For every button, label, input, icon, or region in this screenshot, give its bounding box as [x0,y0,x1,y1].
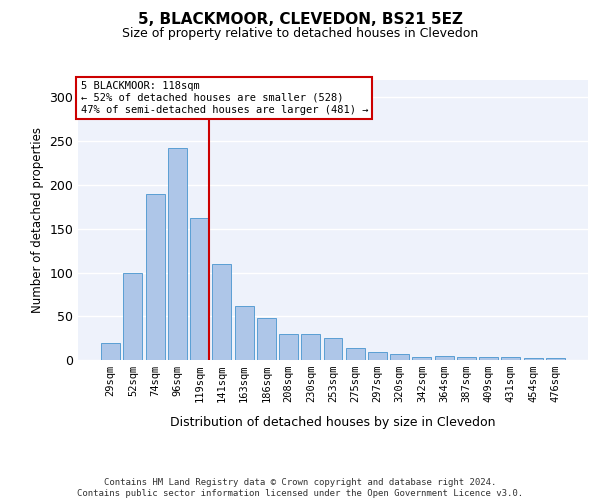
Bar [502,358,520,360]
Bar [457,356,476,360]
Bar [412,356,431,360]
Text: 5 BLACKMOOR: 118sqm
← 52% of detached houses are smaller (528)
47% of semi-detac: 5 BLACKMOOR: 118sqm ← 52% of detached ho… [80,82,368,114]
Bar [368,352,387,360]
Bar [479,356,498,360]
Bar [146,194,164,360]
Bar [546,358,565,360]
Bar [235,306,254,360]
Bar [190,218,209,360]
Text: 5, BLACKMOOR, CLEVEDON, BS21 5EZ: 5, BLACKMOOR, CLEVEDON, BS21 5EZ [137,12,463,28]
Bar [124,274,142,360]
Bar [301,334,320,360]
Bar [435,356,454,360]
Bar [257,318,276,360]
Text: Distribution of detached houses by size in Clevedon: Distribution of detached houses by size … [170,416,496,429]
Bar [346,348,365,360]
Text: Contains HM Land Registry data © Crown copyright and database right 2024.
Contai: Contains HM Land Registry data © Crown c… [77,478,523,498]
Y-axis label: Number of detached properties: Number of detached properties [31,127,44,313]
Bar [101,342,120,360]
Bar [524,358,542,360]
Bar [390,354,409,360]
Bar [212,264,231,360]
Bar [323,338,343,360]
Text: Size of property relative to detached houses in Clevedon: Size of property relative to detached ho… [122,28,478,40]
Bar [168,148,187,360]
Bar [279,334,298,360]
